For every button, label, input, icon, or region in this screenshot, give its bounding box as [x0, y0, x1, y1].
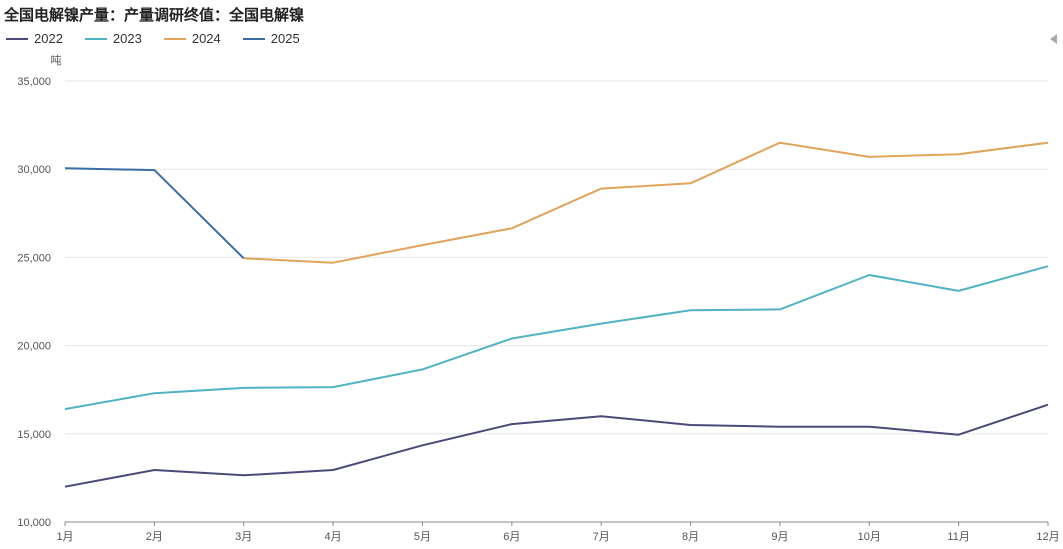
x-tick-label: 4月 [325, 531, 342, 543]
legend-item-2022[interactable]: 2022 [6, 31, 63, 46]
y-tick-label: 30,000 [17, 164, 51, 176]
x-tick-label: 6月 [503, 531, 520, 543]
legend: 2022 2023 2024 2025 [6, 31, 322, 46]
legend-page-arrow-icon[interactable] [1050, 34, 1057, 44]
legend-swatch-2022 [6, 37, 28, 40]
grid-lines [65, 80, 1048, 523]
legend-label-2024: 2024 [191, 31, 221, 46]
legend-item-2025[interactable]: 2025 [242, 31, 300, 46]
x-tick-label: 11月 [947, 531, 969, 543]
legend-swatch-2023 [84, 37, 107, 40]
y-tick-label: 10,000 [17, 517, 51, 529]
x-tick-label: 8月 [682, 531, 699, 543]
y-axis-unit: 吨 [51, 54, 62, 67]
y-tick-label: 35,000 [17, 76, 51, 88]
legend-label-2025: 2025 [270, 31, 300, 46]
y-tick-label: 25,000 [17, 252, 51, 264]
y-tick-label: 15,000 [17, 429, 51, 441]
series-line-2025 [64, 167, 245, 260]
y-axis: 10,000 15,000 20,000 25,000 30,000 35,000 [17, 76, 51, 529]
x-tick-label: 9月 [771, 531, 788, 543]
x-tick-label: 2月 [146, 531, 163, 543]
x-tick-label: 3月 [235, 531, 252, 543]
legend-item-2023[interactable]: 2023 [84, 31, 142, 46]
legend-label-2022: 2022 [34, 31, 63, 46]
chart-title: 全国电解镍产量：产量调研终值：全国电解镍 [4, 7, 305, 24]
x-axis: 1月 2月 3月 4月 5月 6月 7月 8月 9月 10月 11月 12月 [56, 522, 1060, 543]
x-tick-label: 12月 [1036, 531, 1059, 543]
y-tick-label: 20,000 [17, 341, 51, 353]
x-tick-label: 5月 [414, 531, 431, 543]
legend-swatch-2024 [163, 37, 186, 40]
x-tick-label: 7月 [593, 531, 610, 543]
series-lines [64, 141, 1049, 488]
x-tick-label: 10月 [858, 531, 881, 543]
legend-item-2024[interactable]: 2024 [163, 31, 221, 46]
x-tick-label: 1月 [56, 531, 73, 543]
series-line-2023 [64, 265, 1049, 411]
legend-label-2023: 2023 [112, 31, 142, 46]
series-line-2024 [243, 141, 1049, 264]
legend-swatch-2025 [242, 37, 265, 40]
series-line-2022 [64, 403, 1049, 488]
